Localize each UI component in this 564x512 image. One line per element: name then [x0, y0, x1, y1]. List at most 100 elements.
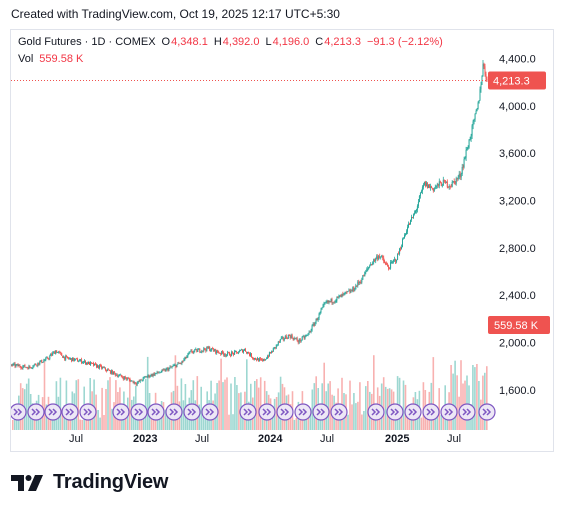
volume-bar — [365, 386, 367, 430]
candle-body — [321, 307, 323, 310]
candle-body — [250, 353, 251, 356]
candle-body — [394, 259, 396, 260]
candle-body — [335, 300, 337, 302]
volume-bar — [256, 379, 258, 430]
volume-bar — [77, 379, 80, 430]
candle-body — [341, 293, 343, 297]
candle-body — [329, 301, 331, 302]
candle-body — [435, 185, 437, 188]
candle-body — [355, 285, 357, 290]
candle-body — [327, 300, 329, 303]
volume-bar — [200, 386, 202, 430]
candle-body — [363, 275, 365, 277]
tradingview-logo[interactable]: TradingView — [11, 471, 168, 494]
candle-body — [69, 358, 71, 360]
candle-body — [284, 336, 286, 339]
volume-bar — [93, 379, 95, 430]
candle-body — [272, 348, 274, 352]
candle-body — [157, 371, 159, 373]
volume-bar — [226, 377, 228, 430]
candle-body — [248, 352, 249, 354]
candle-body — [465, 150, 467, 158]
candle-body — [193, 351, 195, 353]
candle-body — [409, 223, 410, 225]
volume-bar — [103, 415, 105, 430]
candle-body — [221, 351, 223, 354]
candle-body — [175, 364, 177, 368]
candle-body — [475, 110, 477, 114]
candle-body — [113, 371, 115, 374]
candle-body — [374, 259, 376, 261]
candle-body — [253, 358, 254, 359]
candle-body — [196, 349, 198, 352]
price-chart[interactable]: 4,400.0 4,000.0 3,600.0 3,200.0 2,800.0 2,400… — [11, 30, 554, 452]
candle-body — [358, 281, 360, 283]
candle-body — [55, 350, 57, 354]
candle-body — [294, 338, 296, 339]
volume-bar — [456, 375, 458, 430]
event-arrow-glyph — [151, 408, 161, 416]
candle-body — [120, 374, 122, 377]
x-axis-tick-label: 2025 — [385, 433, 409, 445]
candle-body — [37, 362, 39, 366]
candle-body — [180, 363, 182, 364]
symbol-title[interactable]: Gold Futures · 1D · COMEX — [18, 36, 156, 48]
candle-body — [163, 369, 165, 371]
candle-body — [257, 358, 259, 362]
candle-body — [280, 337, 282, 340]
candle-body — [128, 378, 130, 380]
volume-bar — [396, 376, 399, 430]
candle-body — [124, 376, 126, 379]
candle-body — [317, 318, 319, 321]
volume-bar — [440, 414, 442, 430]
candle-body — [71, 358, 73, 362]
candle-body — [342, 293, 344, 295]
candle-body — [473, 119, 475, 122]
volume-bar — [394, 419, 397, 430]
candle-body — [102, 367, 104, 368]
candle-body — [72, 357, 74, 362]
candle-body — [228, 352, 230, 354]
candle-body — [484, 66, 486, 75]
dividend-event-icon[interactable] — [11, 403, 27, 421]
chart-frame[interactable]: 4,400.0 4,000.0 3,600.0 3,200.0 2,800.0 2,400… — [10, 29, 554, 452]
candle-body — [436, 183, 438, 186]
candle-body — [106, 369, 108, 371]
last-price-badge-text: 4,213.3 — [493, 76, 530, 88]
candle-body — [278, 341, 280, 343]
volume-badge — [488, 316, 550, 334]
candle-body — [474, 113, 476, 120]
candle-body — [164, 369, 166, 372]
candle-body — [197, 349, 199, 352]
candle-body — [61, 353, 63, 356]
candle-body — [122, 377, 124, 380]
candle-body — [177, 362, 179, 365]
volume-bar — [259, 377, 262, 430]
candle-body — [141, 380, 143, 382]
candle-body — [239, 350, 241, 353]
volume-bar — [319, 412, 321, 430]
volume-bar — [466, 375, 468, 430]
volume-bar — [361, 414, 363, 430]
event-arrow-glyph — [31, 408, 41, 416]
volume-bar — [327, 383, 329, 430]
candle-body — [404, 235, 405, 239]
candle-body — [46, 357, 48, 359]
candle-body — [49, 355, 51, 359]
volume-bar — [115, 380, 117, 430]
volume-bar — [400, 411, 403, 430]
candle-body — [392, 261, 394, 263]
volume-bar — [81, 419, 83, 430]
volume-label[interactable]: Vol — [18, 53, 34, 65]
candle-body — [53, 351, 55, 353]
candle-body — [286, 338, 288, 340]
candle-body — [348, 290, 350, 292]
volume-bar — [242, 408, 244, 430]
candle-body — [258, 358, 260, 362]
candle-body — [207, 346, 209, 349]
volume-bar — [230, 383, 232, 430]
candle-body — [169, 366, 171, 368]
candle-body — [67, 356, 69, 358]
candle-body — [92, 363, 93, 364]
volume-bar — [220, 358, 222, 430]
